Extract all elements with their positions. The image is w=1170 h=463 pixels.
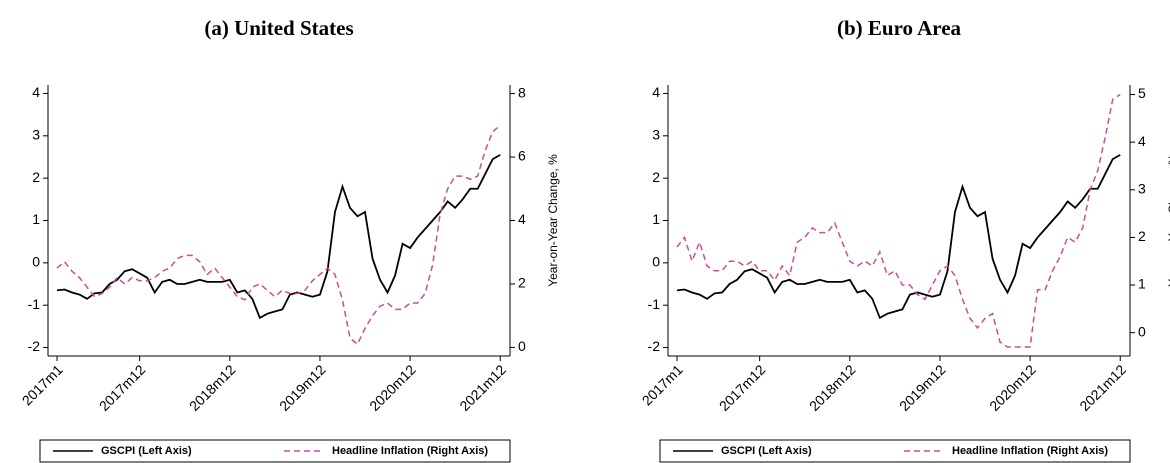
legend: GSCPI (Left Axis) Headline Inflation (Rig… [659,439,1131,463]
legend-box [39,439,511,463]
y2-tick-label: 0 [518,338,526,354]
x-tick-label: 2019m12 [276,361,329,414]
y2-tick-label: 8 [518,84,526,100]
x-tick-label: 2020m12 [366,361,419,414]
legend-label: Headline Inflation (Right Axis) [332,445,488,457]
y-tick-label: 3 [32,127,40,143]
y2-tick-label: 4 [1138,133,1146,149]
chart-title: (a) United States [204,16,353,40]
legend-box [659,439,1131,463]
y2-tick-label: 4 [518,211,526,227]
x-tick-label: 2020m12 [986,361,1039,414]
series-line [676,93,1121,348]
y-tick-label: -2 [648,338,661,354]
x-tick-label: 2017m1 [639,361,686,408]
y2-tick-label: 3 [1138,180,1146,196]
x-tick-label: 2017m12 [96,361,149,414]
y-tick-label: 1 [32,211,40,227]
y-tick-label: -1 [28,296,41,312]
y-tick-label: -2 [28,338,41,354]
series-line [56,124,501,346]
x-tick-label: 2017m1 [19,361,66,408]
y-tick-label: 2 [32,169,40,185]
y2-tick-label: 5 [1138,85,1146,101]
y2-tick-label: 0 [1138,323,1146,339]
series-line [56,154,501,320]
x-tick-label: 2018m12 [186,361,239,414]
y-tick-label: 4 [652,84,660,100]
legend-label: Headline Inflation (Right Axis) [952,445,1108,457]
chart-panel: (a) United States -2 -1 0 1 2 3 4 0 2 4 6 8 Year-on-Y… [19,16,560,463]
x-tick-label: 2021m12 [1076,361,1129,414]
x-tick-label: 2019m12 [896,361,949,414]
y-tick-label: 0 [652,254,660,270]
y2-tick-label: 1 [1138,276,1146,292]
y-tick-label: 1 [652,211,660,227]
legend-label: GSCPI (Left Axis) [101,445,192,457]
y-tick-label: 3 [652,127,660,143]
y2-tick-label: 6 [518,148,526,164]
y-tick-label: 0 [32,254,40,270]
chart-panel: (b) Euro Area -2 -1 0 1 2 3 4 0 1 2 3 4 5 Year-on-Year… [639,16,1170,463]
chart-title: (b) Euro Area [837,16,962,40]
legend: GSCPI (Left Axis) Headline Inflation (Rig… [39,439,511,463]
y2-axis-label: Year-on-Year Change, % [546,154,560,287]
y-tick-label: -1 [648,296,661,312]
legend-label: GSCPI (Left Axis) [721,445,812,457]
y2-tick-label: 2 [518,275,526,291]
x-tick-label: 2021m12 [456,361,509,414]
series-line [676,154,1121,320]
y2-axis-label: Year-on-Year Change, % [1166,154,1170,287]
y-tick-label: 2 [652,169,660,185]
x-tick-label: 2018m12 [806,361,859,414]
x-tick-label: 2017m12 [716,361,769,414]
y2-tick-label: 2 [1138,228,1146,244]
y-tick-label: 4 [32,84,40,100]
